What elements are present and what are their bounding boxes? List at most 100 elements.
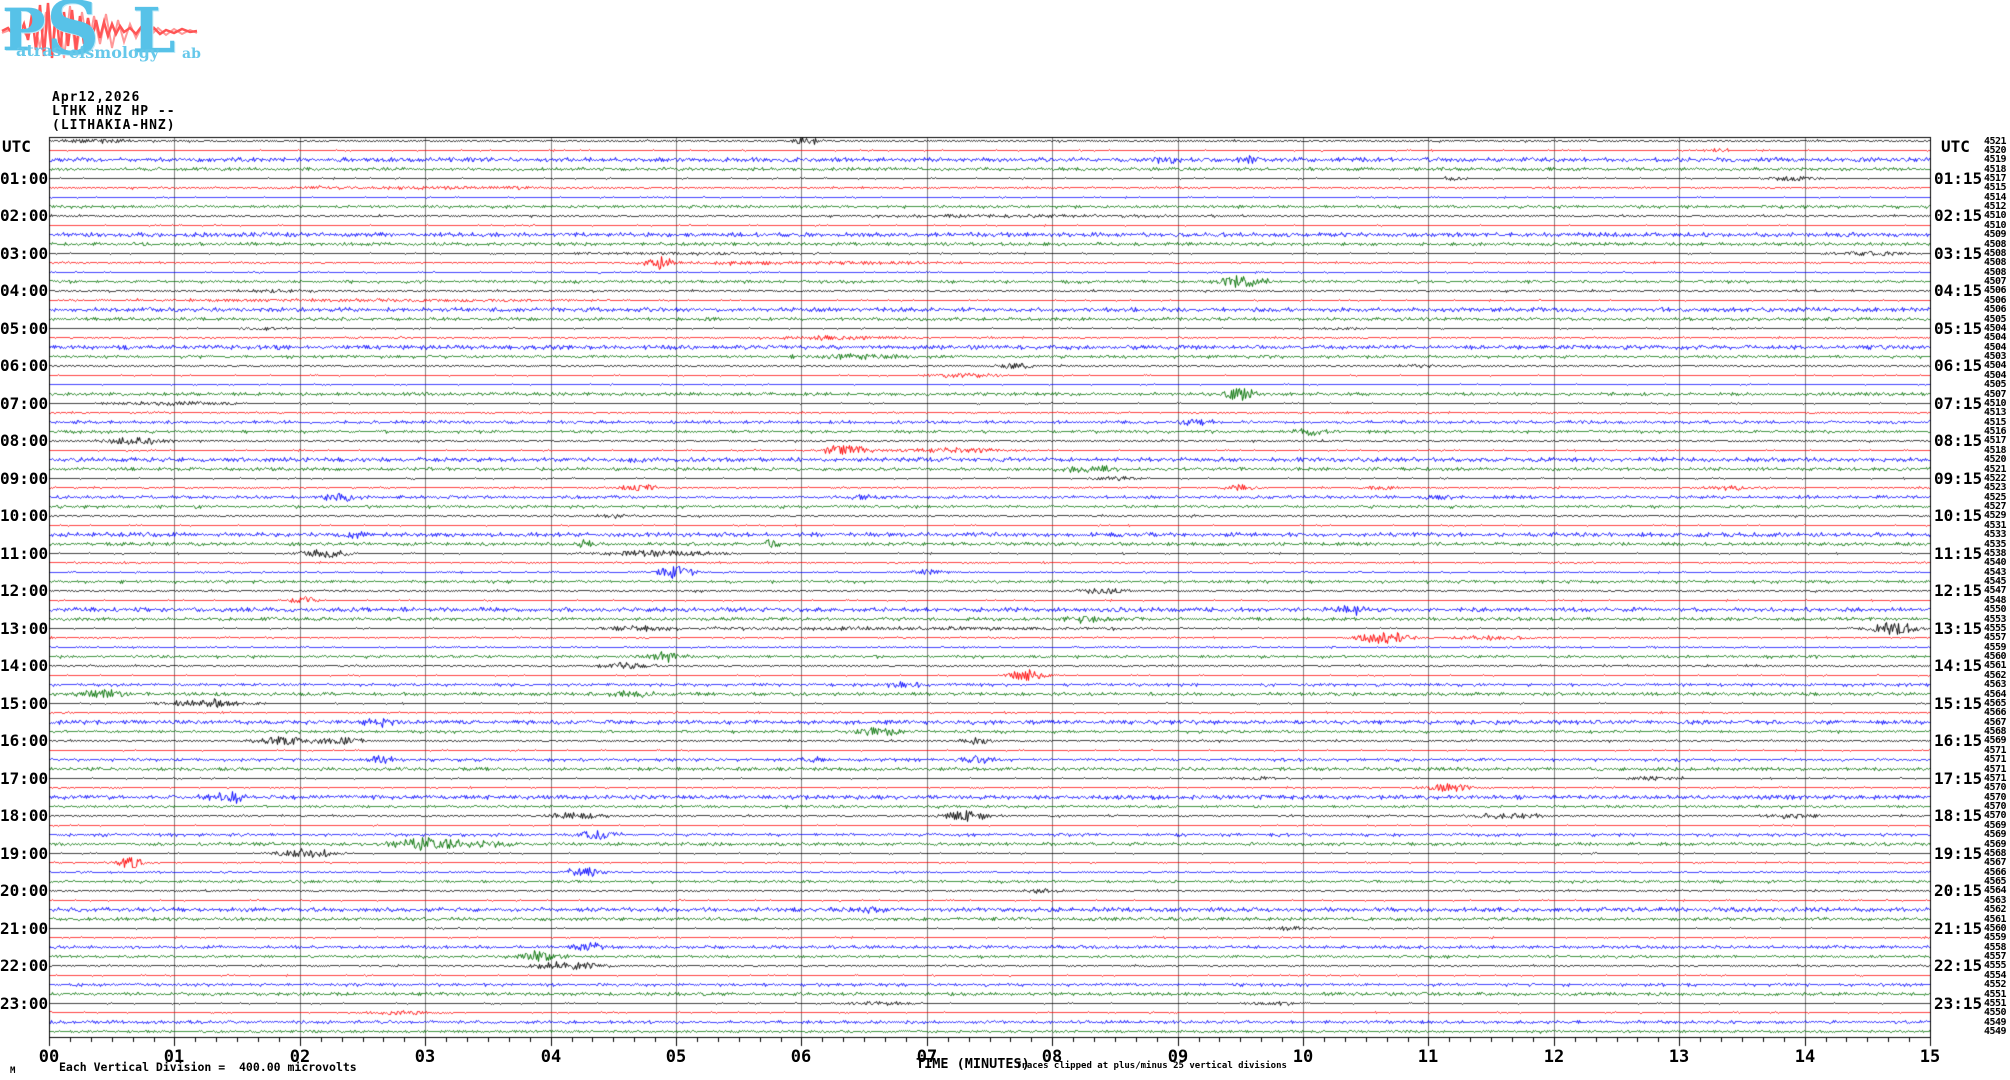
trace-mean-value: 4505 [1984,313,2007,325]
trace-mean-value: 4510 [1984,397,2007,409]
trace-mean-value: 4569 [1984,819,2007,831]
right-time-label: 09:15 [1934,468,1983,488]
left-time-label: 21:00 [0,918,49,938]
trace-mean-value: 4567 [1984,857,2007,869]
x-axis-tick-label: 01 [163,1047,185,1067]
trace-mean-value: 4565 [1984,697,2007,709]
trace-mean-value: 4569 [1984,838,2007,850]
trace-mean-value: 4553 [1984,613,2007,625]
footer-marker: M [10,1066,16,1076]
trace-mean-value: 4561 [1984,660,2007,672]
trace-mean-value: 4523 [1984,482,2007,494]
right-time-label: 17:15 [1934,768,1983,788]
trace-mean-value: 4548 [1984,594,2007,606]
left-time-label: 23:00 [0,993,49,1013]
x-axis-tick-label: 10 [1292,1047,1314,1067]
trace-mean-value: 4518 [1984,163,2007,175]
trace-mean-value: 4562 [1984,904,2007,916]
header-station-name: (LITHAKIA-HNZ) [52,118,176,133]
left-time-label: 18:00 [0,806,49,826]
trace-mean-value: 4533 [1984,529,2007,541]
trace-mean-value: 4567 [1984,716,2007,728]
trace-mean-value: 4571 [1984,763,2007,775]
trace-mean-value: 4563 [1984,679,2007,691]
trace-mean-value: 4559 [1984,641,2007,653]
trace-mean-value: 4504 [1984,341,2007,353]
trace-mean-value: 4527 [1984,501,2007,513]
logo-word-seismology: eismology [69,43,160,62]
trace-mean-value: 4516 [1984,426,2007,438]
right-time-label: 13:15 [1934,618,1983,638]
right-time-label: 08:15 [1934,431,1983,451]
trace-mean-value: 4521 [1984,135,2007,147]
trace-mean-value: 4508 [1984,238,2007,250]
trace-mean-value: 4570 [1984,782,2007,794]
right-time-label: 22:15 [1934,956,1983,976]
right-time-label: 11:15 [1934,543,1983,563]
trace-mean-value: 4552 [1984,979,2007,991]
trace-mean-value: 4558 [1984,941,2007,953]
trace-mean-value: 4547 [1984,585,2007,597]
trace-mean-value: 4522 [1984,472,2007,484]
trace-mean-value: 4520 [1984,454,2007,466]
trace-mean-value: 4570 [1984,791,2007,803]
utc-label-right: UTC [1941,137,1970,156]
trace-mean-value: 4506 [1984,294,2007,306]
x-axis-tick-label: 12 [1543,1047,1565,1067]
x-axis-tick-label: 03 [414,1047,436,1067]
left-time-label: 16:00 [0,731,49,751]
right-time-label: 15:15 [1934,693,1983,713]
x-axis-title: TIME (MINUTES) [916,1056,1030,1072]
trace-mean-value: 4506 [1984,304,2007,316]
trace-mean-value: 4569 [1984,735,2007,747]
trace-mean-value: 4571 [1984,754,2007,766]
x-axis-tick-label: 07 [916,1047,938,1067]
logo-letter-l: L [132,0,176,67]
trace-mean-value: 4551 [1984,988,2007,1000]
trace-mean-value: 4521 [1984,463,2007,475]
trace-mean-value: 4568 [1984,847,2007,859]
trace-mean-value: 4535 [1984,538,2007,550]
trace-mean-value: 4504 [1984,360,2007,372]
trace-mean-value: 4561 [1984,913,2007,925]
trace-mean-value: 4571 [1984,744,2007,756]
left-time-label: 11:00 [0,543,49,563]
logo-letter-s: S [46,0,100,72]
trace-mean-value: 4543 [1984,566,2007,578]
trace-mean-value: 4545 [1984,576,2007,588]
left-time-label: 01:00 [0,168,49,188]
trace-mean-value: 4557 [1984,632,2007,644]
x-axis-tick-label: 13 [1668,1047,1690,1067]
trace-mean-value: 4564 [1984,688,2007,700]
right-time-label: 21:15 [1934,918,1983,938]
x-axis-tick-label: 06 [790,1047,812,1067]
x-axis-tick-label: 09 [1167,1047,1189,1067]
trace-mean-value: 4507 [1984,276,2007,288]
left-time-label: 14:00 [0,656,49,676]
left-time-label: 12:00 [0,581,49,601]
trace-mean-value: 4550 [1984,604,2007,616]
trace-mean-value: 4507 [1984,388,2007,400]
trace-mean-value: 4517 [1984,172,2007,184]
right-time-label: 23:15 [1934,993,1983,1013]
vertical-division-note: Each Vertical Division = 400.00 microvol… [59,1060,357,1074]
trace-mean-value: 4510 [1984,219,2007,231]
left-time-label: 07:00 [0,393,49,413]
trace-mean-value: 4566 [1984,866,2007,878]
trace-mean-value: 4566 [1984,707,2007,719]
trace-mean-value: 4510 [1984,210,2007,222]
trace-mean-value: 4508 [1984,266,2007,278]
trace-mean-value: 4505 [1984,379,2007,391]
trace-mean-value: 4531 [1984,519,2007,531]
left-time-label: 02:00 [0,206,49,226]
trace-mean-value: 4569 [1984,829,2007,841]
left-time-label: 05:00 [0,318,49,338]
right-time-label: 07:15 [1934,393,1983,413]
trace-mean-value: 4549 [1984,1016,2007,1028]
trace-mean-value: 4564 [1984,885,2007,897]
trace-mean-value: 4519 [1984,154,2007,166]
x-axis-tick-label: 00 [38,1047,60,1067]
x-axis-tick-label: 02 [289,1047,311,1067]
